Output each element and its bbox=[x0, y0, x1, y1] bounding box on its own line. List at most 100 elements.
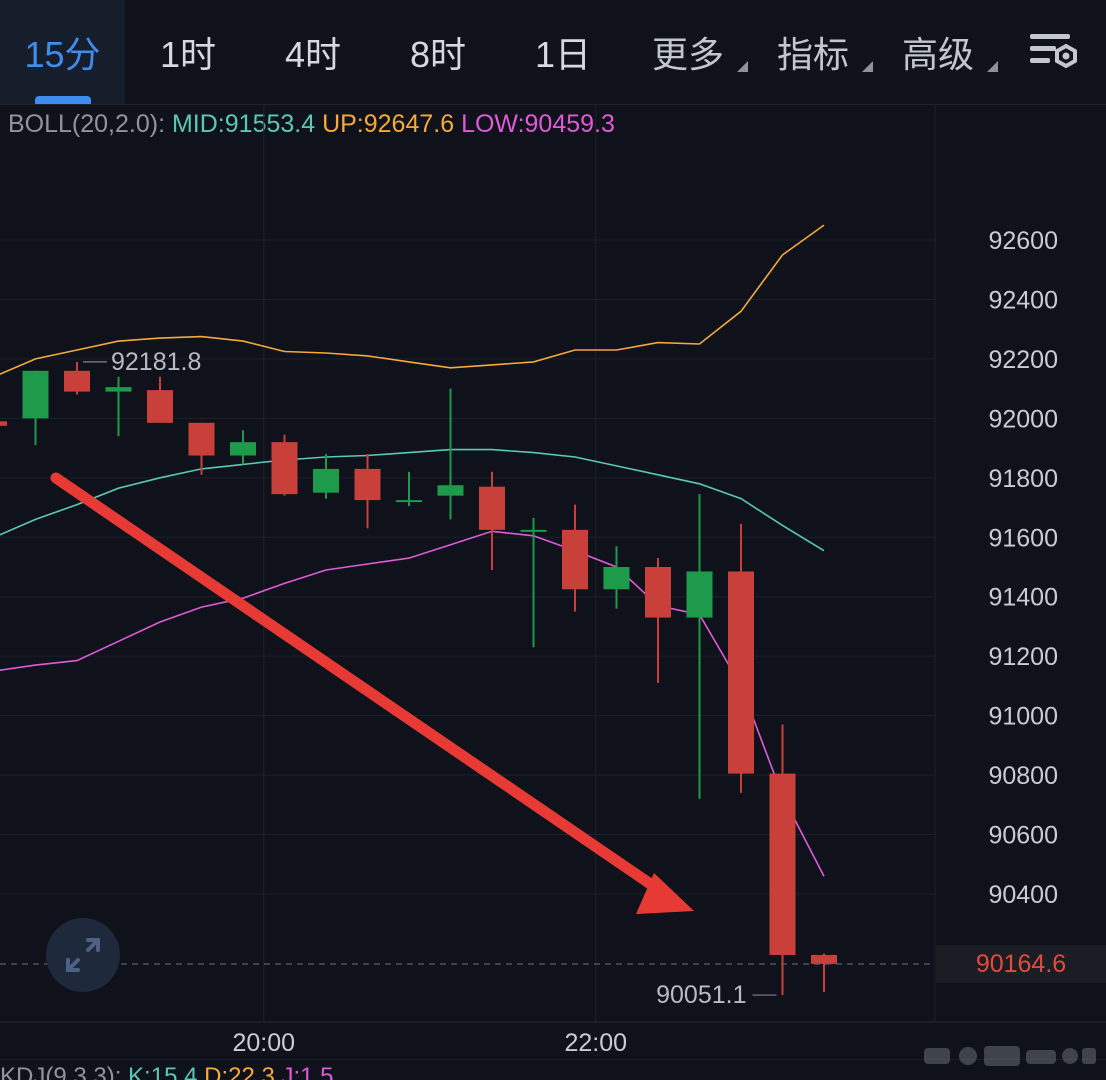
y-tick-label: 91200 bbox=[988, 643, 1058, 671]
trend-arrow-head bbox=[636, 873, 694, 914]
candle bbox=[230, 430, 256, 465]
candle-body bbox=[188, 422, 215, 456]
candle-body bbox=[603, 567, 630, 590]
candle bbox=[728, 523, 754, 793]
candle bbox=[520, 517, 547, 648]
high-annotation: 92181.8 bbox=[111, 348, 201, 376]
candle bbox=[22, 370, 49, 446]
candle-body bbox=[22, 370, 49, 419]
candle-body bbox=[479, 486, 505, 530]
candle bbox=[562, 504, 588, 612]
y-tick-label: 90400 bbox=[988, 881, 1058, 909]
candle-body bbox=[147, 390, 173, 423]
tab-label: 15分 bbox=[24, 34, 101, 75]
candle bbox=[271, 434, 298, 496]
boll-low-line bbox=[0, 530, 825, 877]
chart-settings-icon bbox=[1030, 34, 1077, 69]
tab-1h[interactable]: 1时 bbox=[126, 0, 250, 104]
expand-chart-button[interactable] bbox=[46, 918, 120, 992]
x-tick-label: 20:00 bbox=[232, 1029, 295, 1057]
kdj-label: KDJ(9,3,3): bbox=[0, 1063, 122, 1080]
tab-advanced-dropdown[interactable]: 高级 bbox=[876, 0, 1000, 104]
boll-mid-value: MID:91553.4 bbox=[171, 110, 316, 138]
boll-up-line bbox=[0, 224, 825, 375]
low-annotation: 90051.1 bbox=[656, 981, 746, 1009]
candle-body bbox=[105, 387, 132, 392]
candle bbox=[0, 421, 7, 426]
boll-up-value: UP:92647.6 bbox=[322, 110, 455, 138]
expand-icon bbox=[66, 938, 100, 972]
candle bbox=[313, 454, 339, 499]
tab-label: 1时 bbox=[159, 34, 217, 75]
tab-1d[interactable]: 1日 bbox=[501, 0, 625, 104]
y-tick-label: 92000 bbox=[988, 405, 1058, 433]
boll-mid-line bbox=[0, 448, 825, 552]
tab-label: 4时 bbox=[284, 34, 342, 75]
candle-body bbox=[769, 773, 796, 955]
kdj-legend: KDJ(9,3,3): K:15.4 D:22.3 J:1.5 bbox=[0, 1062, 334, 1080]
last-price-tag: 90164.6 bbox=[936, 945, 1106, 983]
trend-arrow-shaft bbox=[50, 472, 674, 902]
active-tab-indicator bbox=[35, 96, 91, 104]
y-tick-label: 92200 bbox=[988, 346, 1058, 374]
dropdown-triangle-icon bbox=[737, 61, 748, 72]
tab-indicators-dropdown[interactable]: 指标 bbox=[751, 0, 875, 104]
tab-label: 8时 bbox=[409, 34, 467, 75]
y-tick-label: 91800 bbox=[988, 465, 1058, 493]
y-tick-label: 90800 bbox=[988, 762, 1058, 790]
boll-label: BOLL(20,2.0): bbox=[8, 110, 166, 138]
x-tick-label: 22:00 bbox=[564, 1029, 627, 1057]
y-tick-label: 91600 bbox=[988, 524, 1058, 552]
boll-legend: BOLL(20,2.0): MID:91553.4 UP:92647.6 LOW… bbox=[8, 108, 615, 140]
candle-body bbox=[64, 370, 90, 392]
candle-body bbox=[271, 442, 298, 495]
chart-settings-button[interactable] bbox=[1028, 28, 1080, 76]
y-tick-label: 91400 bbox=[988, 584, 1058, 612]
candle-body bbox=[811, 954, 837, 964]
candle-body bbox=[313, 468, 339, 493]
candle bbox=[811, 953, 837, 993]
candle-body bbox=[0, 421, 7, 426]
candle bbox=[769, 724, 796, 996]
y-tick-label: 92600 bbox=[988, 227, 1058, 255]
candle-body bbox=[230, 442, 256, 456]
candle bbox=[645, 558, 671, 683]
candle-body bbox=[645, 567, 671, 618]
timeframe-tab-bar: 15分 1时 4时 8时 1日 更多 指标 高级 bbox=[0, 0, 1106, 105]
last-price-value: 90164.6 bbox=[975, 950, 1067, 978]
tab-8h[interactable]: 8时 bbox=[376, 0, 500, 104]
candle bbox=[105, 376, 132, 437]
candle bbox=[396, 471, 422, 507]
candle-body bbox=[437, 485, 464, 496]
candle-body bbox=[728, 571, 754, 774]
dropdown-triangle-icon bbox=[987, 61, 998, 72]
kdj-k-value: K:15.4 bbox=[128, 1063, 198, 1080]
tab-label: 指标 bbox=[776, 34, 849, 75]
candle-body bbox=[686, 571, 713, 618]
y-tick-label: 92400 bbox=[988, 286, 1058, 314]
candle bbox=[64, 361, 90, 395]
candle bbox=[188, 422, 215, 475]
tab-15m[interactable]: 15分 bbox=[0, 0, 125, 104]
candle bbox=[603, 546, 630, 609]
kdj-d-value: D:22.3 bbox=[204, 1063, 275, 1080]
tab-4h[interactable]: 4时 bbox=[251, 0, 375, 104]
candlestick-chart[interactable]: 92600 92400 92200 92000 91800 91600 91400 91200… bbox=[0, 104, 1106, 1060]
candle bbox=[354, 454, 381, 529]
watermark-image bbox=[924, 1046, 1096, 1066]
boll-low-value: LOW:90459.3 bbox=[461, 110, 615, 138]
candle bbox=[437, 388, 464, 520]
y-tick-label: 90600 bbox=[988, 822, 1058, 850]
tab-label: 更多 bbox=[651, 34, 724, 75]
candle-body bbox=[396, 500, 422, 503]
y-tick-label: 91000 bbox=[988, 703, 1058, 731]
candle-body bbox=[354, 468, 381, 501]
kdj-j-value: J:1.5 bbox=[281, 1063, 334, 1080]
candle-body bbox=[520, 529, 547, 532]
tab-more-dropdown[interactable]: 更多 bbox=[626, 0, 750, 104]
candle bbox=[147, 376, 173, 423]
tab-label: 高级 bbox=[901, 34, 974, 75]
dropdown-triangle-icon bbox=[862, 61, 873, 72]
candle bbox=[686, 494, 713, 799]
